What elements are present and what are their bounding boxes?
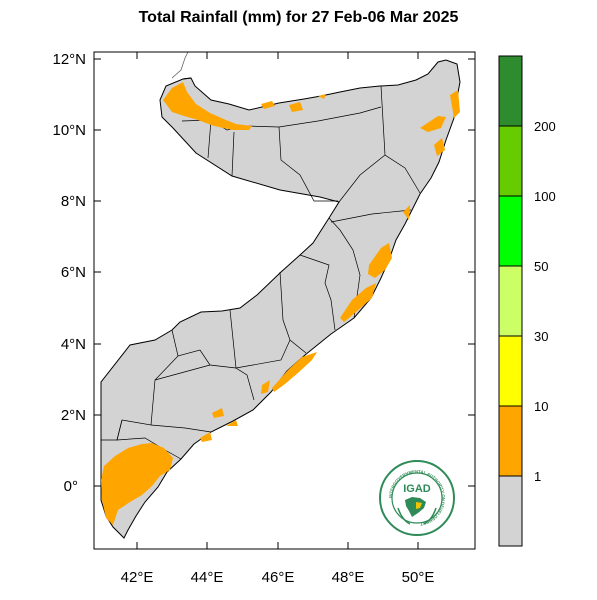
colorbar-segment <box>499 476 522 546</box>
map-title: Total Rainfall (mm) for 27 Feb-06 Mar 20… <box>138 9 459 26</box>
lat-tick-label: 6°N <box>61 264 86 281</box>
colorbar-frame <box>498 55 523 547</box>
colorbar-label: 50 <box>534 259 548 274</box>
colorbar-segment <box>499 196 522 266</box>
lat-tick-label: 0° <box>64 478 78 495</box>
colorbar-label: 1 <box>534 469 541 484</box>
lon-tick-label: 42°E <box>121 569 154 586</box>
lon-tick-label: 44°E <box>191 569 224 586</box>
colorbar-label: 10 <box>534 399 548 414</box>
lon-tick-label: 50°E <box>402 569 435 586</box>
colorbar-label: 200 <box>534 119 556 134</box>
africa-horn-icon <box>405 497 426 517</box>
lat-tick-label: 10°N <box>52 122 86 139</box>
colorbar-label: 30 <box>534 329 548 344</box>
colorbar-label: 100 <box>534 189 556 204</box>
colorbar: 1 10 30 50 100 200 <box>498 55 556 547</box>
colorbar-segment <box>499 126 522 196</box>
colorbar-segment <box>499 266 522 336</box>
lon-tick-label: 48°E <box>332 569 365 586</box>
igad-logo: INTERGOVERNMENTAL AUTHORITY ON DEVELOPME… <box>379 460 455 536</box>
lat-tick-label: 2°N <box>61 407 86 424</box>
logo-name: IGAD <box>403 483 431 495</box>
lat-tick-label: 12°N <box>52 51 86 68</box>
neighbour-border <box>171 52 189 79</box>
lat-tick-label: 4°N <box>61 336 86 353</box>
laurel-left-icon <box>397 507 411 525</box>
longitude-axis: 42°E 44°E 46°E 48°E 50°E <box>121 52 435 586</box>
colorbar-segment <box>499 56 522 126</box>
laurel-right-icon <box>423 507 437 525</box>
rainfall-patches-1-10mm <box>101 82 460 525</box>
lon-tick-label: 46°E <box>262 569 295 586</box>
latitude-axis: 12°N 10°N 8°N 6°N 4°N 2°N 0° <box>52 51 475 495</box>
regional-boundaries <box>101 85 421 460</box>
lat-tick-label: 8°N <box>61 193 86 210</box>
map-frame <box>93 51 476 550</box>
colorbar-segment <box>499 336 522 406</box>
colorbar-segment <box>499 406 522 476</box>
